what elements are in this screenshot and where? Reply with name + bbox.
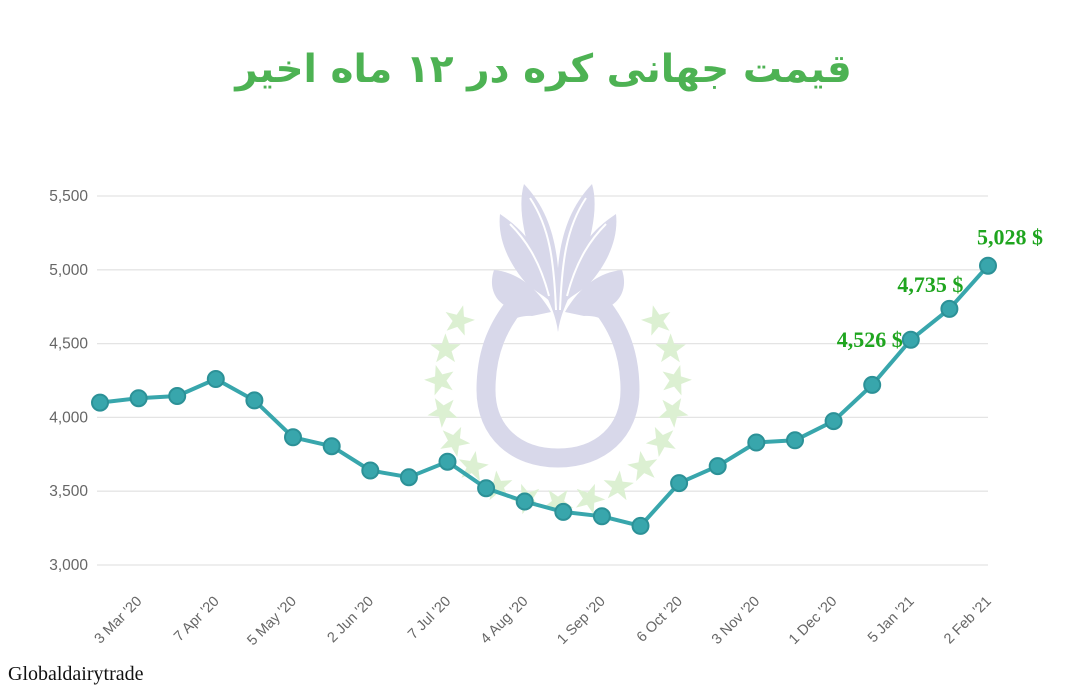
watermark-star-icon xyxy=(603,470,634,501)
data-point-marker xyxy=(592,507,611,526)
watermark-star-icon xyxy=(645,426,676,458)
tulip-petal-slit xyxy=(559,197,587,311)
watermark-star-icon xyxy=(542,490,574,519)
x-axis-tick-label: 4 Aug '20 xyxy=(478,594,532,648)
y-axis-labels: 5,500 5,000 4,500 4,000 3,500 3,000 xyxy=(49,188,88,574)
y-axis-tick-label: 4,000 xyxy=(49,409,88,426)
tulip-petal-slit xyxy=(566,223,607,297)
x-axis-tick-label: 1 Sep '20 xyxy=(554,594,608,648)
x-axis-tick-label: 1 Dec '20 xyxy=(786,594,840,648)
y-axis-tick-label: 3,000 xyxy=(49,557,88,574)
data-point-marker xyxy=(322,437,341,456)
watermark-star-icon xyxy=(440,426,471,458)
data-point-marker xyxy=(901,330,920,349)
data-point-marker xyxy=(940,299,959,318)
chart-title: قیمت جهانی کره در ۱۲ ماه اخیر xyxy=(235,47,852,92)
watermark-star-icon xyxy=(662,365,692,396)
price-annotations: 4,526 $ 4,735 $ 5,028 $ xyxy=(837,225,1043,352)
watermark-star-icon xyxy=(641,305,671,336)
x-axis-tick-label: 2 Jun '20 xyxy=(324,594,377,647)
data-point-marker xyxy=(670,474,689,493)
watermark-star-icon xyxy=(627,451,658,482)
x-axis-tick-label: 3 Nov '20 xyxy=(709,594,763,648)
price-annotation-label: 4,526 $ xyxy=(837,327,903,352)
x-axis-tick-label: 7 Apr '20 xyxy=(171,594,222,645)
tulip-petal xyxy=(499,214,555,306)
data-point-marker xyxy=(245,391,264,410)
watermark-star-icon xyxy=(430,333,461,363)
data-point-marker xyxy=(786,431,804,450)
tulip-icon xyxy=(476,184,640,468)
data-point-marker xyxy=(399,468,418,487)
data-point-marker xyxy=(129,389,148,408)
data-point-marker xyxy=(515,492,534,511)
price-annotation-label: 4,735 $ xyxy=(897,272,963,297)
x-axis-labels: 3 Mar '20 7 Apr '20 5 May '20 2 Jun '20 7 Ju… xyxy=(92,594,995,649)
data-point-marker xyxy=(91,393,109,412)
data-point-marker xyxy=(554,502,573,521)
tulip-ring xyxy=(476,288,640,468)
data-point-marker xyxy=(168,387,187,405)
data-point-marker xyxy=(438,452,457,471)
data-point-marker xyxy=(708,457,727,476)
tulip-wing xyxy=(491,184,560,336)
tulip-petal xyxy=(491,270,551,336)
x-axis-tick-label: 5 Jan '21 xyxy=(865,594,918,647)
data-point-marker xyxy=(747,433,766,452)
watermark-star-icon xyxy=(655,333,686,363)
watermark-star-icon xyxy=(658,398,689,428)
x-axis-tick-label: 7 Jul '20 xyxy=(405,594,454,643)
price-line-series xyxy=(91,256,997,535)
data-point-marker xyxy=(824,412,843,431)
tulip-wing xyxy=(556,184,625,336)
data-point-marker xyxy=(979,256,997,275)
data-point-marker xyxy=(361,461,380,480)
watermark-star-icon xyxy=(424,365,454,396)
tulip-petal-slit xyxy=(529,197,557,311)
data-point-marker xyxy=(477,479,496,498)
watermark-star-icon xyxy=(445,305,475,336)
y-axis-tick-label: 5,000 xyxy=(49,262,88,279)
data-point-marker xyxy=(206,370,225,388)
tulip-petal-slit xyxy=(509,223,550,297)
tulip-petal xyxy=(565,270,625,336)
data-point-marker xyxy=(631,516,650,535)
price-annotation-label: 5,028 $ xyxy=(977,225,1043,250)
data-point-marker xyxy=(863,375,882,394)
y-axis-tick-label: 5,500 xyxy=(49,188,88,205)
tulip-petal xyxy=(561,214,617,306)
gridlines xyxy=(97,195,988,566)
watermark-logo xyxy=(424,184,692,519)
data-point-marker xyxy=(284,428,302,447)
x-axis-tick-label: 2 Feb '21 xyxy=(941,594,995,648)
y-axis-tick-label: 3,500 xyxy=(49,483,88,500)
y-axis-tick-label: 4,500 xyxy=(49,336,88,353)
x-axis-tick-label: 5 May '20 xyxy=(244,594,299,649)
watermark-star-icon xyxy=(575,483,606,515)
watermark-star-icon xyxy=(427,398,458,428)
source-attribution: Globaldairytrade xyxy=(8,663,144,685)
x-axis-tick-label: 3 Mar '20 xyxy=(92,594,146,648)
x-axis-tick-label: 6 Oct '20 xyxy=(634,594,686,646)
